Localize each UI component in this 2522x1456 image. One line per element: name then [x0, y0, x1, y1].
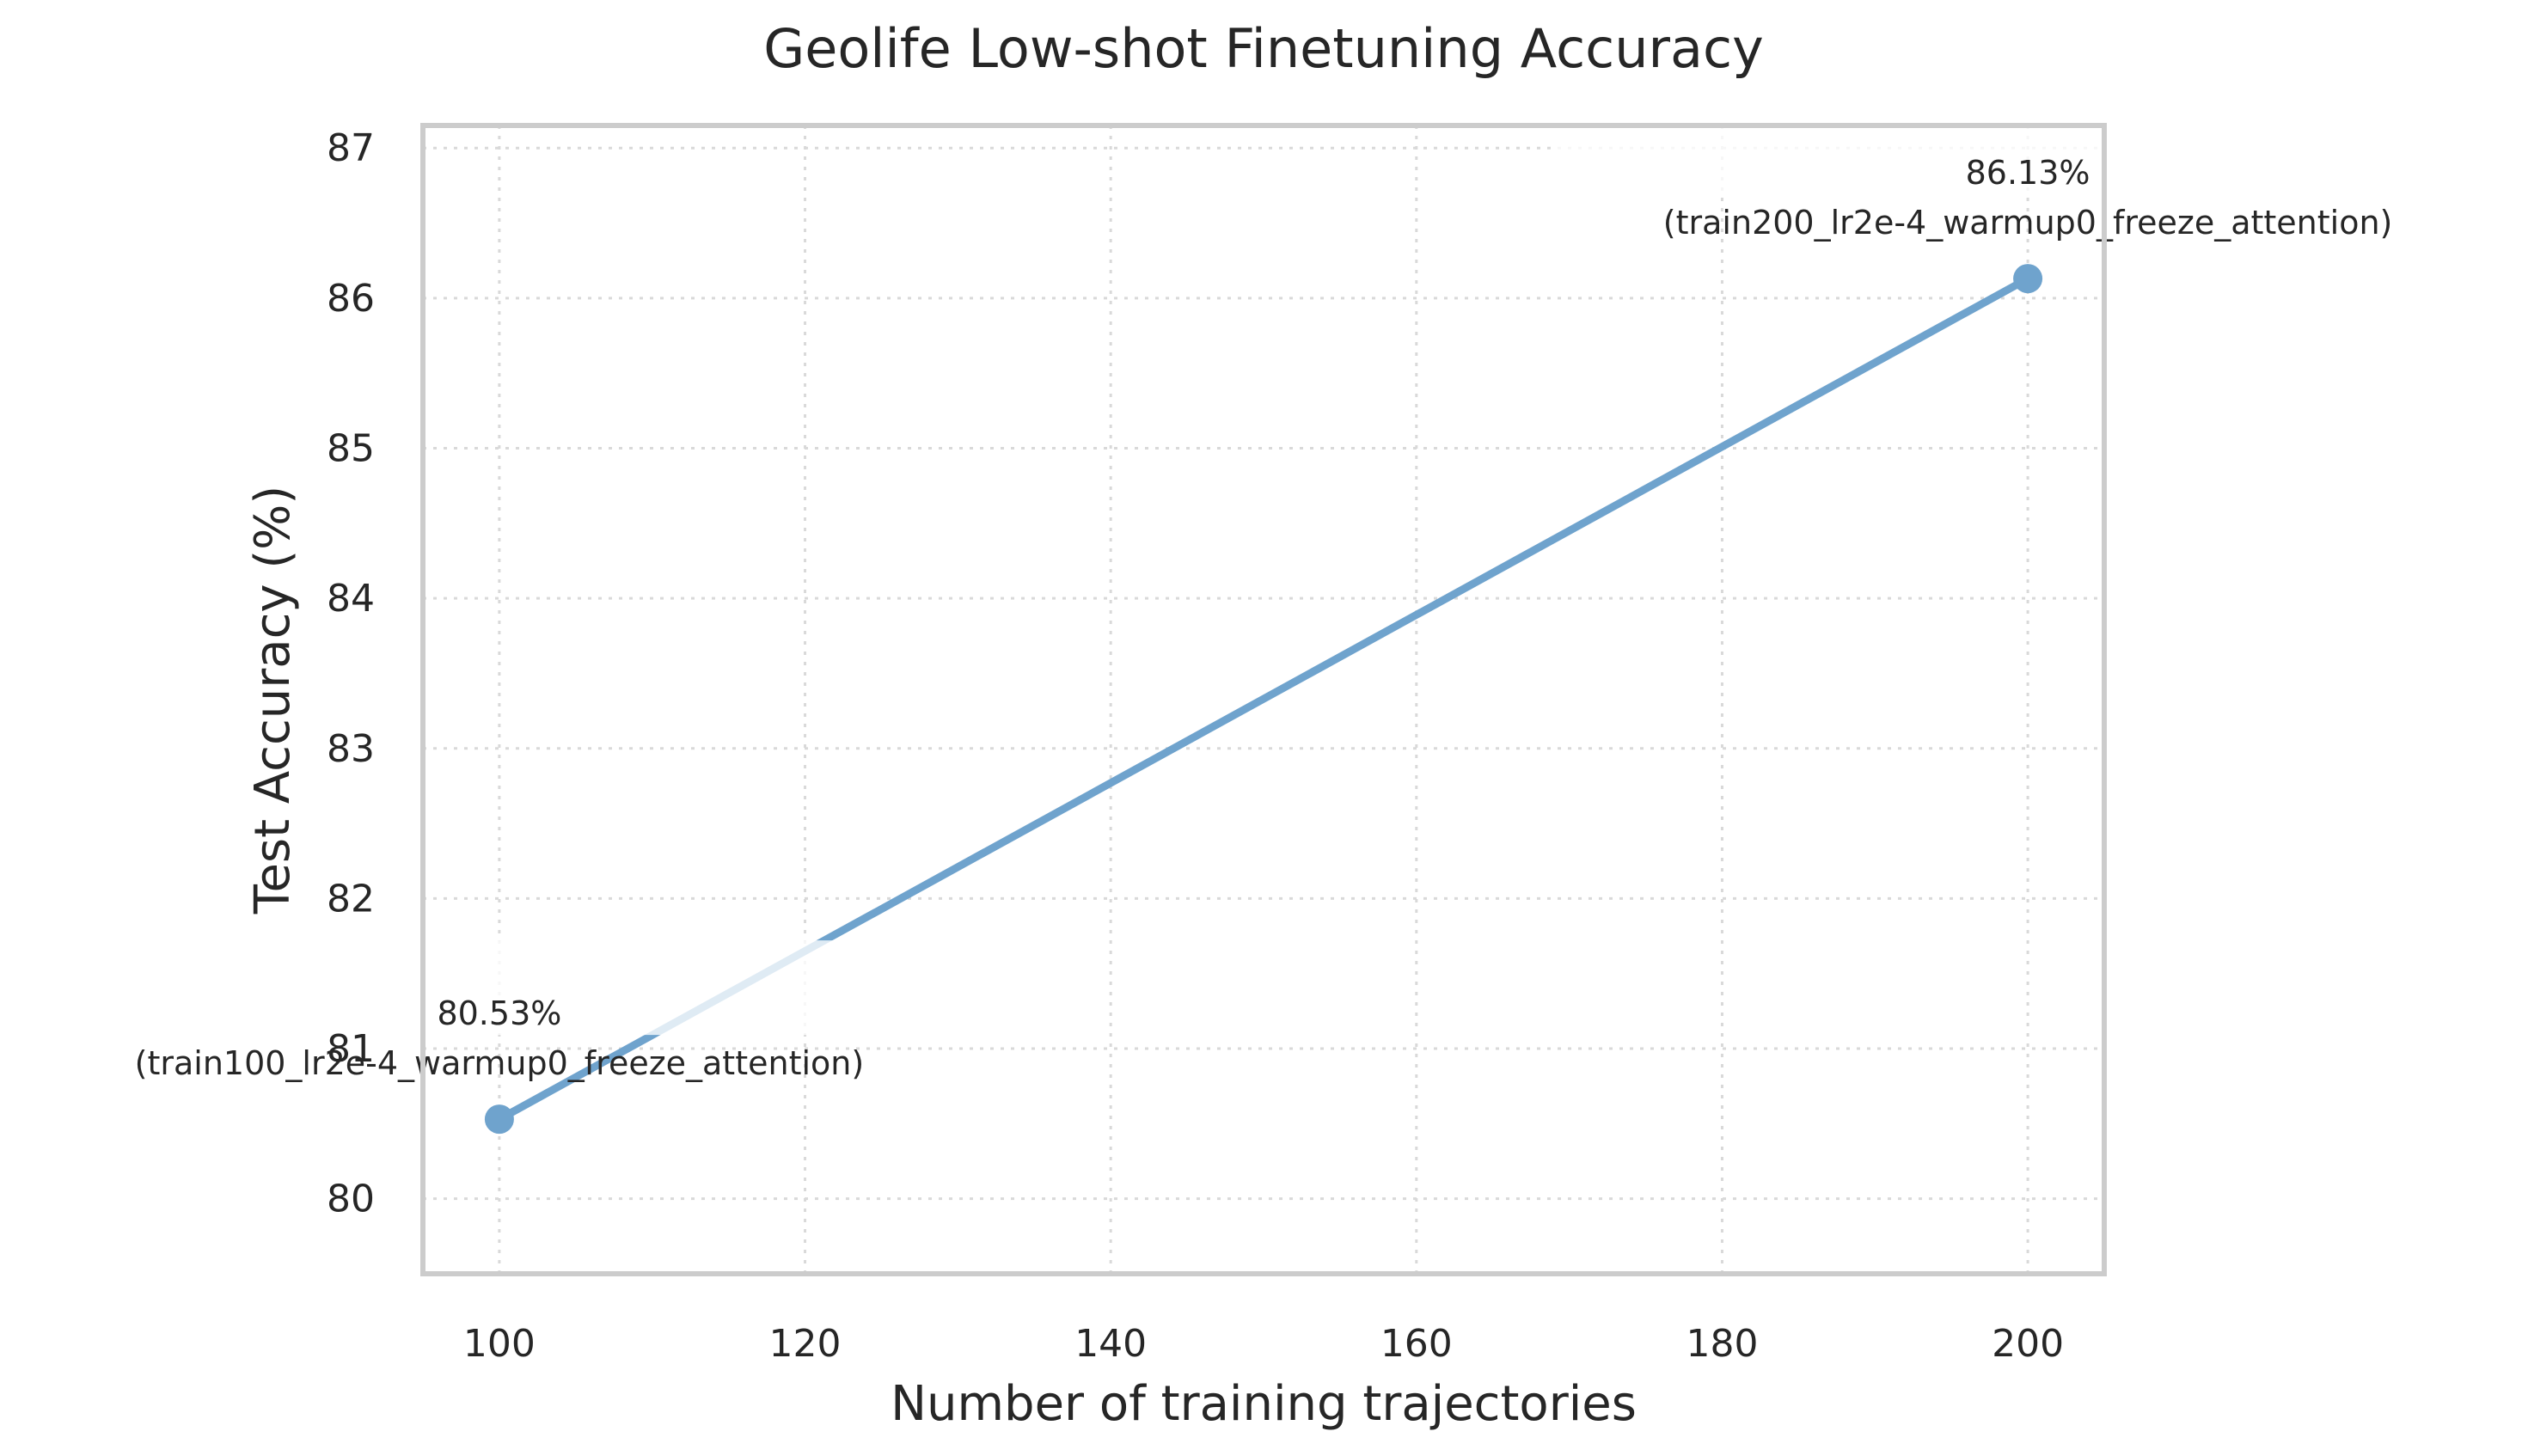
- x-tick-label: 160: [1380, 1322, 1453, 1366]
- annotation-config-label: (train100_lr2e-4_warmup0_freeze_attentio…: [135, 1044, 865, 1082]
- x-tick-label: 180: [1686, 1322, 1758, 1366]
- annotation-config-label: (train200_lr2e-4_warmup0_freeze_attentio…: [1663, 204, 2393, 242]
- grid: [423, 125, 2104, 1274]
- chart-title: Geolife Low-shot Finetuning Accuracy: [763, 17, 1764, 80]
- data-point: [484, 1104, 514, 1135]
- point-annotation: 80.53% (train100_lr2e-4_warmup0_freeze_at…: [21, 940, 976, 1082]
- y-tick-label: 81: [327, 1027, 375, 1071]
- y-tick-label: 80: [327, 1178, 375, 1221]
- annotation-box: [21, 940, 976, 1036]
- y-axis-label: Test Accuracy (%): [245, 486, 301, 915]
- point-annotation: 86.13% (train200_lr2e-4_warmup0_freeze_at…: [1551, 100, 2506, 242]
- plot-frame: [420, 123, 2107, 1276]
- x-tick-label: 100: [463, 1322, 536, 1366]
- y-tick-label: 85: [327, 426, 375, 470]
- x-tick-label: 200: [1992, 1322, 2064, 1366]
- y-tick-label: 82: [327, 877, 375, 921]
- x-tick-label: 120: [769, 1322, 842, 1366]
- x-tick-labels: 100 120 140 160 180 200: [463, 1322, 2064, 1366]
- y-tick-label: 86: [327, 277, 375, 321]
- y-tick-labels: 80 81 82 83 84 85 86 87: [327, 126, 375, 1220]
- x-tick-label: 140: [1074, 1322, 1147, 1366]
- y-tick-label: 83: [327, 727, 375, 771]
- x-axis-label: Number of training trajectories: [891, 1376, 1637, 1432]
- y-tick-label: 84: [327, 577, 375, 621]
- annotation-value-label: 80.53%: [437, 994, 561, 1032]
- y-tick-label: 87: [327, 126, 375, 170]
- data-point: [2013, 264, 2043, 294]
- annotation-value-label: 86.13%: [1966, 154, 2090, 192]
